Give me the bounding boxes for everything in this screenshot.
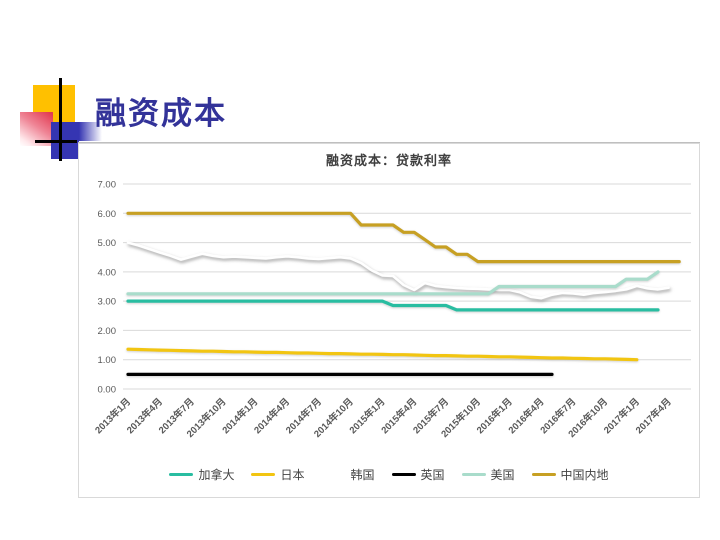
legend-label-uk: 英国 <box>420 468 445 482</box>
legend-label-japan: 日本 <box>280 468 305 482</box>
logo-blue-fade-band <box>79 122 102 141</box>
legend-swatch-japan <box>251 473 276 476</box>
legend-swatch-uk <box>391 473 416 476</box>
legend-swatch-china <box>531 473 556 476</box>
legend-item-uk: 英国 <box>391 466 445 483</box>
y-axis-tick-label: 4.00 <box>98 267 117 278</box>
series-line-usa <box>126 270 660 296</box>
chart-title: 融资成本：贷款利率 <box>325 153 452 168</box>
title-rule <box>78 142 700 143</box>
series-line-japan <box>126 347 639 362</box>
y-axis-tick-label: 3.00 <box>98 297 117 308</box>
legend-item-usa: 美国 <box>461 466 515 483</box>
series-line-korea <box>126 241 670 300</box>
y-axis-tick-label: 5.00 <box>98 238 117 249</box>
legend-swatch-usa <box>461 473 486 476</box>
legend-item-canada: 加拿大 <box>169 466 234 483</box>
chart-area: 融资成本：贷款利率 0.00 1.00 2.00 3.00 4.00 5.00 6.00 7.… <box>78 143 700 498</box>
legend-label-canada: 加拿大 <box>198 468 235 482</box>
legend-item-china: 中国内地 <box>531 466 609 483</box>
y-axis-tick-label: 7.00 <box>98 180 117 191</box>
chart-legend: 加拿大 日本 韩国 英国 美国 中国内地 <box>79 466 699 483</box>
series-line-canada <box>126 299 660 312</box>
legend-label-usa: 美国 <box>490 468 515 482</box>
y-axis-tick-label: 0.00 <box>98 385 117 396</box>
logo-cross-vertical-line <box>59 78 62 161</box>
page-title: 融资成本 <box>95 96 227 132</box>
legend-item-korea: 韩国 <box>321 466 375 483</box>
legend-item-japan: 日本 <box>251 466 304 483</box>
chart-plot: 0.001.002.003.004.005.006.007.002013年1月2… <box>93 180 691 440</box>
y-axis-tick-label: 1.00 <box>98 355 117 366</box>
legend-swatch-canada <box>169 473 194 476</box>
logo-cross-horizontal-line <box>35 140 77 143</box>
legend-label-china: 中国内地 <box>560 468 609 482</box>
y-axis-tick-label: 2.00 <box>98 326 117 337</box>
legend-swatch-korea <box>321 473 346 476</box>
legend-label-korea: 韩国 <box>350 468 375 482</box>
series-line-china <box>126 211 681 264</box>
y-axis-tick-label: 6.00 <box>98 209 117 220</box>
